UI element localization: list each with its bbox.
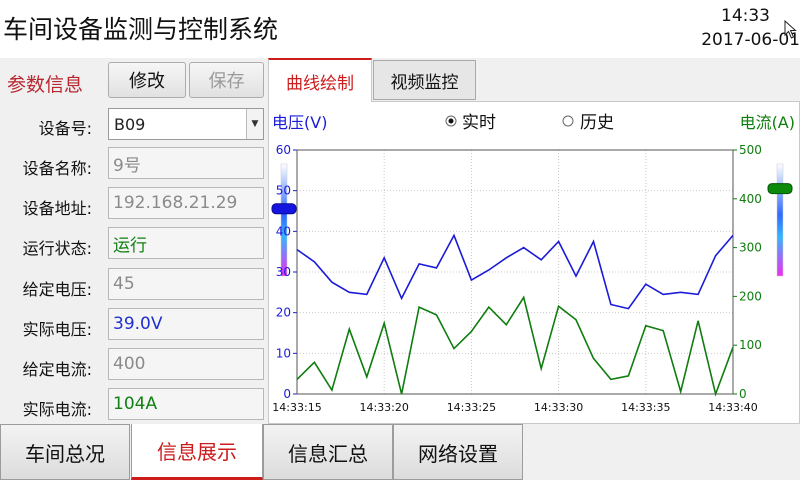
y-left-tick-label: 0 <box>283 387 291 401</box>
device-name-field[interactable]: 9号 <box>108 147 264 179</box>
set-current-label: 给定电流: <box>22 360 92 379</box>
voltage-series-line <box>296 233 734 310</box>
y-left-tick-label: 20 <box>276 306 291 320</box>
bottom-nav: 车间总况 信息展示 信息汇总 网络设置 <box>0 424 800 480</box>
y-left-tick-label: 30 <box>276 265 291 279</box>
y-right-tick-label: 400 <box>739 192 762 206</box>
x-tick-label: 14:33:20 <box>359 401 408 414</box>
nav-network-settings[interactable]: 网络设置 <box>393 424 523 480</box>
x-tick-label: 14:33:15 <box>272 401 321 414</box>
device-name-label: 设备名称: <box>22 159 92 178</box>
run-status-label: 运行状态: <box>22 239 92 258</box>
y-right-tick-label: 200 <box>739 289 762 303</box>
y-left-tick-label: 10 <box>276 346 291 360</box>
edit-button[interactable]: 修改 <box>108 62 186 98</box>
y-right-tick-label: 100 <box>739 338 762 352</box>
actual-voltage-label: 实际电压: <box>22 320 92 339</box>
title-bar: 车间设备监测与控制系统 14:33 2017-06-01 <box>0 0 800 58</box>
current-slider[interactable] <box>767 163 793 277</box>
mode-history-radio[interactable]: 历史 <box>562 113 614 133</box>
x-tick-label: 14:33:40 <box>708 401 757 414</box>
current-slider-handle[interactable] <box>767 183 793 195</box>
tab-curve-drawing[interactable]: 曲线绘制 <box>268 58 372 102</box>
set-voltage-field[interactable]: 45 <box>108 268 264 300</box>
actual-current-label: 实际电流: <box>22 400 92 419</box>
chart-panel: 电压(V) 电流(A) 实时 历史 14:33:15 14:33:20 14:33:… <box>268 101 800 424</box>
mode-realtime-label: 实时 <box>462 113 496 133</box>
x-tick-label: 14:33:30 <box>534 401 583 414</box>
nav-info-display[interactable]: 信息展示 <box>131 424 263 480</box>
set-voltage-label: 给定电压: <box>22 280 92 299</box>
device-address-label: 设备地址: <box>22 199 92 218</box>
device-id-label: 设备号: <box>38 119 92 138</box>
y-left-tick-label: 40 <box>276 224 291 238</box>
device-id-value: B09 <box>114 114 146 134</box>
y-right-tick-label: 0 <box>739 387 747 401</box>
voltage-slider-handle[interactable] <box>271 203 297 215</box>
voltage-slider[interactable] <box>271 163 297 277</box>
param-panel: 参数信息 修改 保存 设备号: B09 ▼ 设备名称: 9号 设备地址: 192… <box>0 58 268 424</box>
y-right-tick-label: 500 <box>739 143 762 157</box>
param-title: 参数信息 <box>7 74 84 96</box>
clock-date: 2017-06-01 <box>701 30 800 50</box>
y-left-tick-label: 50 <box>276 184 291 198</box>
nav-workshop-overview[interactable]: 车间总况 <box>0 424 130 480</box>
actual-voltage-field: 39.0V <box>108 308 264 340</box>
device-address-field[interactable]: 192.168.21.29 <box>108 187 264 219</box>
y-left-tick-label: 60 <box>276 143 291 157</box>
mode-realtime-radio[interactable]: 实时 <box>445 113 496 133</box>
save-button[interactable]: 保存 <box>189 62 264 98</box>
nav-info-summary[interactable]: 信息汇总 <box>263 424 393 480</box>
tab-video-monitor[interactable]: 视频监控 <box>373 60 476 100</box>
actual-current-field: 104A <box>108 388 264 420</box>
set-current-field[interactable]: 400 <box>108 348 264 380</box>
device-id-select[interactable]: B09 ▼ <box>108 108 264 140</box>
voltage-current-chart: 电压(V) 电流(A) 实时 历史 14:33:15 14:33:20 14:33:… <box>271 113 795 414</box>
app-title: 车间设备监测与控制系统 <box>3 15 279 44</box>
y-right-tick-label: 300 <box>739 241 762 255</box>
run-status-field: 运行 <box>108 227 264 259</box>
y-left-axis-label: 电压(V) <box>272 113 327 132</box>
x-tick-label: 14:33:35 <box>621 401 670 414</box>
chevron-down-icon[interactable]: ▼ <box>246 109 263 139</box>
current-series-line <box>296 295 734 397</box>
clock-time: 14:33 <box>721 6 770 26</box>
mouse-cursor-icon <box>784 20 797 39</box>
plot-frame <box>296 149 734 395</box>
x-tick-label: 14:33:25 <box>447 401 496 414</box>
y-right-axis-label: 电流(A) <box>740 113 795 132</box>
mode-history-label: 历史 <box>580 113 614 133</box>
